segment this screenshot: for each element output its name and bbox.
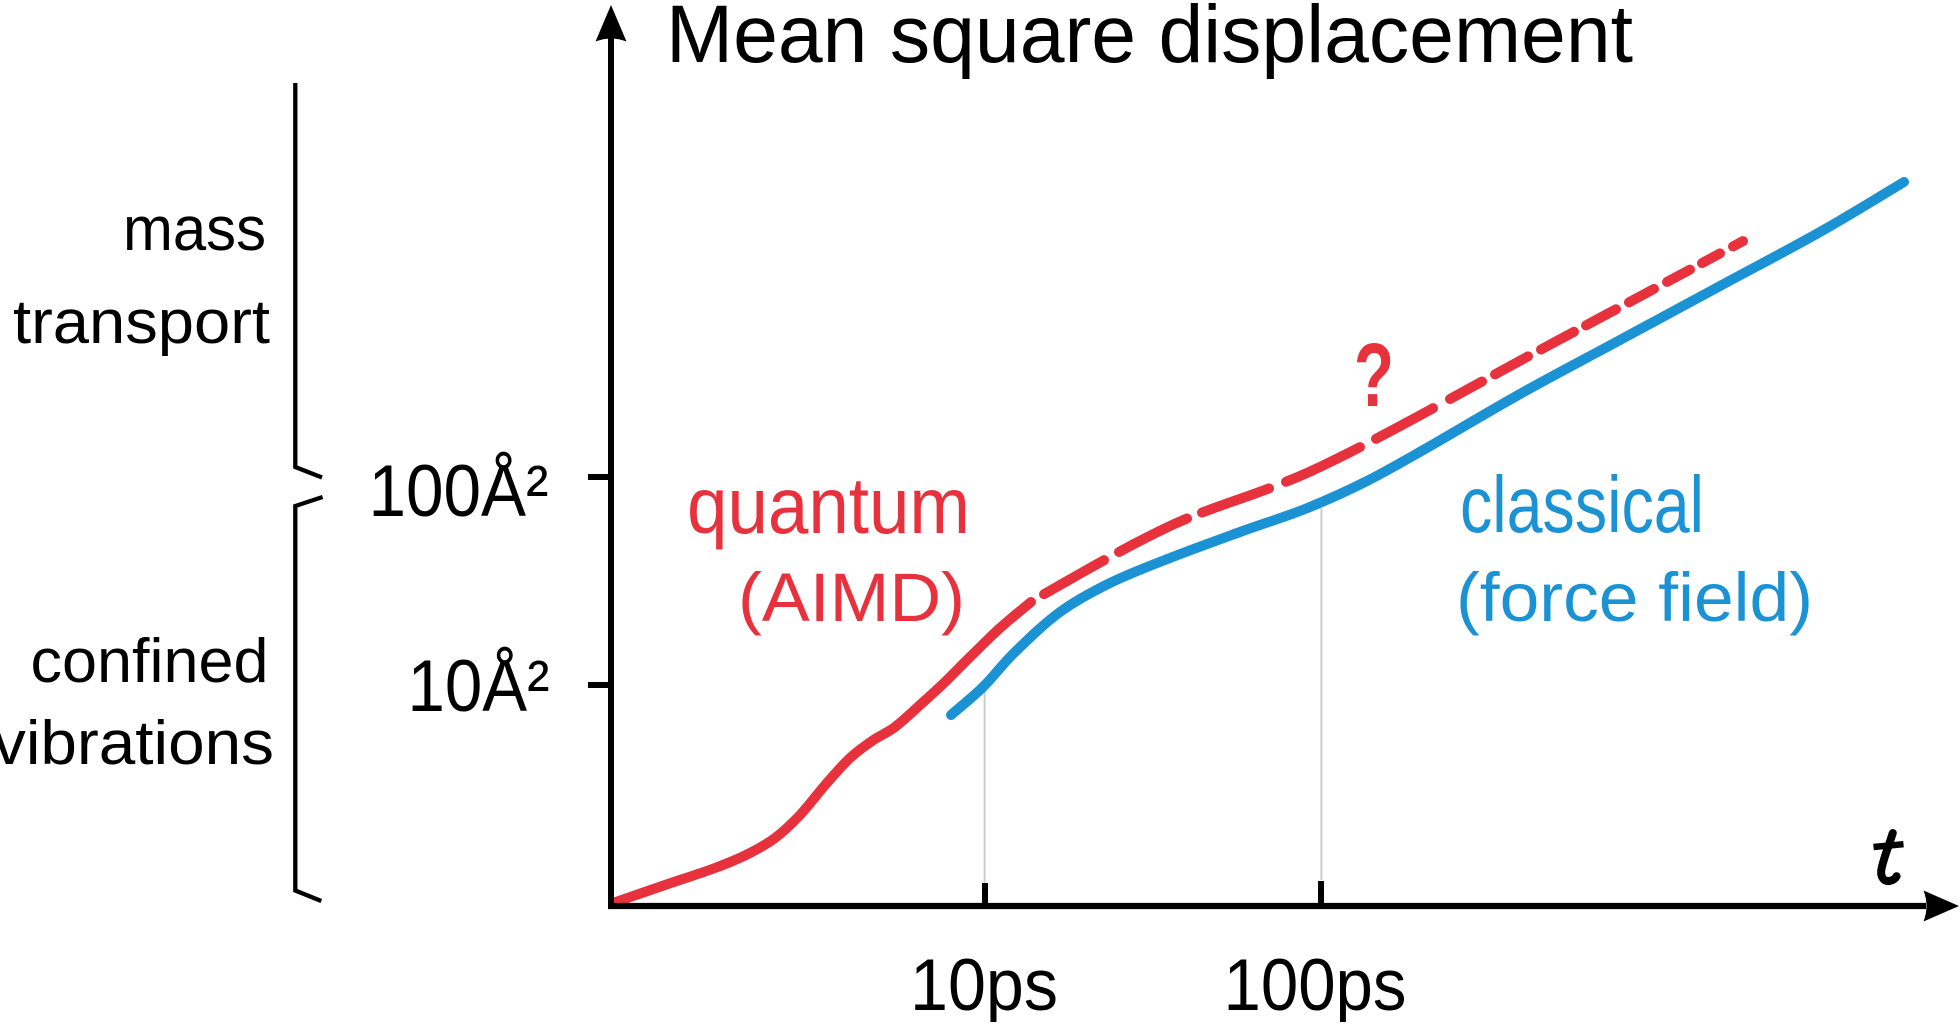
svg-text:mass: mass	[123, 195, 266, 264]
svg-text:vibrations: vibrations	[0, 709, 274, 778]
svg-text:(AIMD): (AIMD)	[738, 559, 965, 636]
svg-text:classical: classical	[1460, 460, 1704, 549]
svg-text:(force field): (force field)	[1456, 559, 1813, 636]
svg-text:100ps: 100ps	[1224, 945, 1407, 1022]
svg-text:Mean square displacement: Mean square displacement	[666, 0, 1633, 80]
svg-text:10Å²: 10Å²	[408, 646, 550, 727]
svg-text:100Å²: 100Å²	[369, 451, 549, 532]
svg-text:?: ?	[1354, 325, 1394, 426]
svg-text:confined: confined	[31, 627, 269, 696]
svg-text:transport: transport	[13, 288, 270, 357]
svg-text:10ps: 10ps	[910, 945, 1058, 1022]
svg-text:quantum: quantum	[687, 461, 970, 550]
